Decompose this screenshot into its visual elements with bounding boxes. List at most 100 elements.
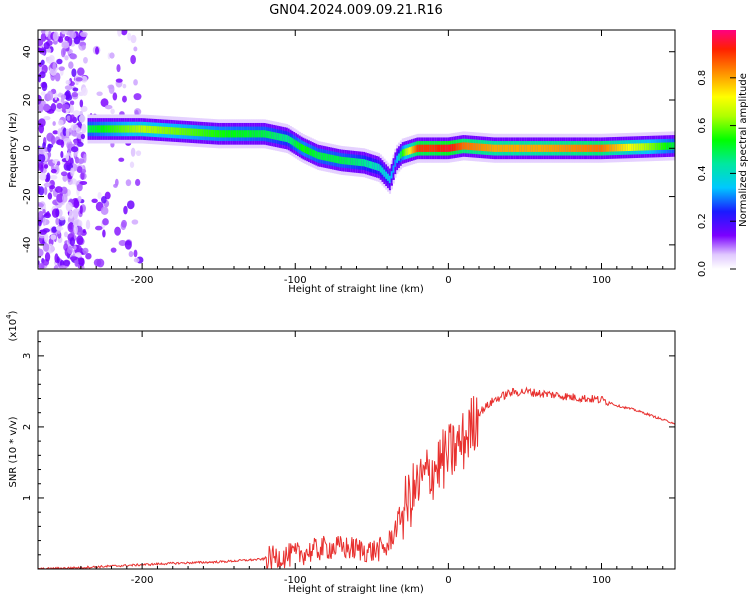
heatmap-cell (122, 125, 125, 133)
heatmap-cell (287, 135, 291, 144)
heatmap-cell (442, 144, 445, 152)
heatmap-cell (73, 224, 78, 235)
heatmap-cell (295, 140, 298, 148)
heatmap-cell (71, 91, 79, 98)
heatmap-cell (104, 125, 107, 133)
heatmap-cell (68, 210, 74, 219)
heatmap-cell (40, 100, 46, 106)
heatmap-cell (339, 156, 342, 164)
heatmap-cell (68, 61, 74, 69)
heatmap-cell (223, 130, 226, 138)
heatmap-cell (251, 130, 254, 138)
heatmap-cell (125, 179, 132, 187)
heatmap-cell (77, 195, 82, 203)
heatmap-cell (664, 142, 667, 150)
heatmap-cell (627, 143, 630, 152)
heatmap-cell (254, 130, 257, 138)
heatmap-cell (510, 144, 513, 152)
heatmap-cell (102, 229, 106, 238)
heatmap-cell (153, 126, 156, 134)
heatmap-cell (552, 144, 555, 152)
heatmap-cell (662, 142, 665, 150)
y-tick-label: -40 (22, 237, 33, 253)
heatmap-cell (320, 152, 324, 160)
heatmap-cell (79, 99, 84, 108)
heatmap-cell (238, 130, 241, 138)
heatmap-cell (65, 128, 70, 137)
heatmap-cell (486, 144, 489, 152)
heatmap-cell (478, 143, 482, 151)
heatmap-cell (83, 56, 88, 64)
heatmap-cell (596, 144, 599, 152)
heatmap-cell (109, 52, 115, 59)
heatmap-cell (502, 144, 506, 152)
heatmap-cell (192, 128, 195, 136)
heatmap-cell (188, 128, 191, 136)
heatmap-cell (44, 252, 51, 262)
heatmap-cell (52, 121, 56, 126)
heatmap-cell (534, 144, 537, 152)
heatmap-cell (54, 186, 63, 194)
heatmap-cell (541, 144, 544, 152)
heatmap-cell (75, 77, 83, 82)
heatmap-cell (557, 144, 561, 152)
heatmap-cell (214, 129, 217, 138)
heatmap-cell (578, 144, 581, 152)
heatmap-cell (622, 143, 625, 152)
heatmap-cell (122, 95, 127, 103)
heatmap-cell (543, 144, 546, 152)
heatmap-cell (120, 125, 123, 133)
heatmap-cell (55, 226, 64, 231)
heatmap-cell (308, 147, 311, 155)
heatmap-cell (65, 79, 71, 85)
snr-frame (37, 330, 676, 570)
heatmap-cell (73, 245, 77, 251)
heatmap-cell (41, 81, 48, 92)
heatmap-cell (80, 75, 88, 83)
heatmap-cell (118, 157, 125, 162)
heatmap-cell (260, 130, 263, 138)
heatmap-cell (94, 125, 98, 133)
heatmap-cell (401, 149, 404, 157)
heatmap-cell (65, 201, 73, 212)
heatmap-cell (210, 129, 213, 137)
heatmap-cell (230, 130, 234, 138)
heatmap-cell (600, 144, 603, 152)
heatmap-cell (405, 148, 408, 156)
heatmap-cell (241, 130, 245, 138)
spectrogram-ticks: -200 -100 0 100 40 20 0 -20 -40 (22, 30, 675, 286)
heatmap-cell (79, 180, 88, 185)
heatmap-cell (100, 125, 103, 133)
heatmap-cell (331, 155, 335, 163)
heatmap-cell (76, 166, 83, 173)
heatmap-cell (333, 155, 336, 163)
heatmap-cell (69, 31, 77, 39)
heatmap-cell (563, 144, 566, 152)
heatmap-cell (640, 143, 643, 151)
x-tick-label: -200 (131, 575, 154, 586)
heatmap-cell (263, 130, 267, 138)
heatmap-cell (129, 161, 135, 169)
heatmap-cell (199, 129, 202, 137)
heatmap-cell (179, 127, 182, 136)
heatmap-cell (55, 217, 60, 226)
heatmap-cell (75, 127, 81, 134)
heatmap-cell (409, 147, 412, 155)
heatmap-cell (79, 110, 83, 116)
heatmap-cell (124, 125, 127, 133)
heatmap-cell (130, 34, 137, 44)
heatmap-cell (76, 235, 84, 246)
heatmap-cell (252, 130, 256, 138)
heatmap-cell (54, 72, 61, 82)
x-tick-label: -200 (131, 275, 154, 286)
heatmap-cell (100, 98, 109, 108)
heatmap-cell (322, 153, 325, 161)
heatmap-cell (265, 130, 268, 138)
heatmap-cell (671, 142, 675, 150)
heatmap-cell (398, 153, 401, 161)
heatmap-cell (568, 144, 572, 152)
heatmap-cell (546, 144, 550, 152)
heatmap-cell (524, 144, 528, 152)
heatmap-cell (130, 54, 136, 65)
heatmap-cell (488, 144, 491, 152)
